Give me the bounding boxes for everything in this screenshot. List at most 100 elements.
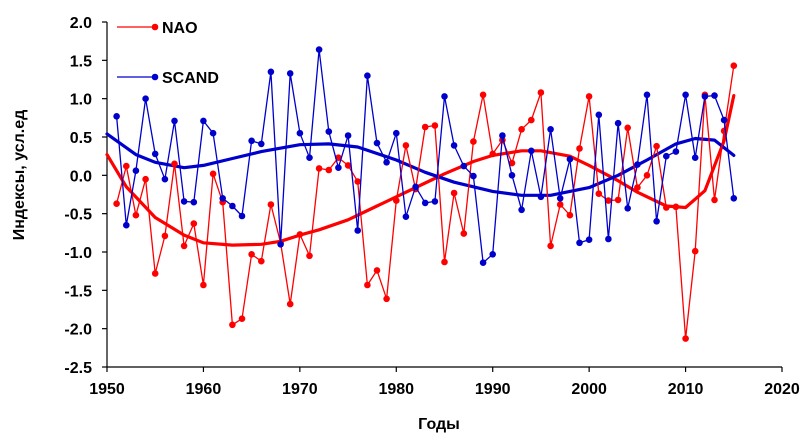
data-point-nao — [286, 300, 294, 308]
data-point-nao — [653, 142, 660, 150]
x-axis-title: Годы — [418, 416, 460, 433]
data-point-scand — [460, 162, 468, 170]
data-point-nao — [614, 196, 622, 204]
data-point-scand — [508, 172, 516, 179]
data-point-scand — [711, 92, 718, 99]
data-point-scand — [421, 199, 429, 207]
data-point-nao — [248, 251, 255, 258]
data-point-nao — [576, 145, 583, 152]
data-point-scand — [132, 167, 140, 174]
data-point-scand — [113, 113, 120, 120]
data-point-scand — [229, 202, 236, 210]
data-point-nao — [508, 159, 516, 167]
data-point-scand — [248, 137, 255, 145]
y-tick-label: -2.0 — [64, 322, 92, 339]
x-tick-label: 1990 — [475, 381, 511, 398]
data-point-scand — [518, 206, 525, 214]
y-tick-label: 0.5 — [70, 130, 92, 147]
data-point-scand — [123, 221, 130, 229]
data-point-scand — [605, 235, 612, 243]
x-tick-label: 2000 — [571, 381, 607, 398]
x-tick-label: 2010 — [668, 381, 704, 398]
data-point-nao — [364, 281, 371, 289]
data-point-nao — [132, 211, 140, 219]
data-point-scand — [720, 116, 728, 124]
data-point-scand — [663, 152, 670, 160]
data-point-nao — [556, 201, 564, 208]
data-point-scand — [151, 150, 159, 158]
data-point-nao — [470, 138, 477, 145]
data-point-nao — [315, 165, 323, 172]
data-point-scand — [479, 259, 487, 267]
data-point-scand — [258, 140, 265, 148]
legend-marker-nao — [151, 23, 159, 31]
y-tick-label: -0.5 — [64, 207, 92, 224]
data-point-nao — [383, 295, 390, 303]
data-point-scand — [450, 142, 458, 149]
legend-label-scand: SCAND — [162, 70, 219, 87]
data-point-scand — [653, 218, 660, 225]
data-point-scand — [296, 129, 304, 137]
data-point-scand — [335, 164, 342, 171]
data-point-nao — [450, 189, 458, 197]
data-point-nao — [682, 335, 689, 342]
y-tick-label: -1.5 — [64, 283, 92, 300]
data-point-scand — [315, 46, 323, 53]
y-tick-label: 1.5 — [70, 53, 92, 70]
x-tick-label: 1980 — [378, 381, 414, 398]
data-point-scand — [267, 68, 275, 76]
y-tick-label: -2.5 — [64, 360, 92, 377]
y-tick-label: 2.0 — [70, 15, 92, 32]
data-point-nao — [663, 204, 670, 211]
data-point-nao — [460, 230, 468, 237]
legend-label-nao: NAO — [162, 20, 198, 37]
data-point-nao — [354, 178, 362, 185]
data-point-nao — [402, 142, 410, 149]
data-point-nao — [518, 126, 525, 133]
data-point-scand — [489, 251, 497, 258]
data-point-scand — [537, 193, 545, 201]
data-point-scand — [161, 175, 169, 183]
data-point-nao — [344, 162, 352, 169]
data-point-scand — [566, 155, 574, 163]
data-point-nao — [595, 190, 603, 197]
data-point-scand — [585, 236, 593, 243]
data-point-nao — [200, 281, 207, 289]
data-point-nao — [624, 124, 631, 132]
data-point-scand — [286, 70, 294, 77]
data-point-nao — [537, 89, 545, 96]
data-point-scand — [614, 119, 622, 127]
data-point-scand — [547, 126, 554, 133]
data-point-scand — [393, 129, 400, 137]
data-point-scand — [701, 93, 709, 100]
data-point-nao — [431, 122, 439, 129]
y-axis-title: Индексы, усл.ед — [11, 110, 28, 241]
data-point-scand — [595, 111, 603, 119]
data-point-scand — [277, 241, 284, 248]
data-point-nao — [691, 247, 699, 255]
data-point-nao — [479, 91, 487, 99]
data-point-nao — [566, 211, 574, 219]
x-tick-label: 1950 — [89, 381, 125, 398]
data-point-nao — [643, 172, 651, 179]
data-point-scand — [180, 198, 188, 205]
data-point-scand — [238, 212, 246, 220]
data-point-scand — [528, 147, 535, 155]
data-point-scand — [354, 227, 362, 234]
data-point-nao — [441, 258, 448, 266]
data-point-scand — [412, 183, 419, 191]
data-point-nao — [209, 170, 217, 178]
data-point-scand — [499, 132, 506, 139]
data-point-nao — [325, 166, 333, 174]
data-point-scand — [209, 129, 217, 137]
data-point-nao — [258, 257, 265, 265]
data-point-scand — [672, 148, 680, 155]
data-point-nao — [730, 62, 738, 69]
trend-line-scand — [105, 132, 736, 197]
data-point-nao — [161, 232, 169, 240]
data-point-scand — [171, 117, 178, 125]
data-point-scand — [624, 205, 631, 212]
x-tick-label: 2020 — [764, 381, 800, 398]
data-point-nao — [267, 201, 275, 208]
